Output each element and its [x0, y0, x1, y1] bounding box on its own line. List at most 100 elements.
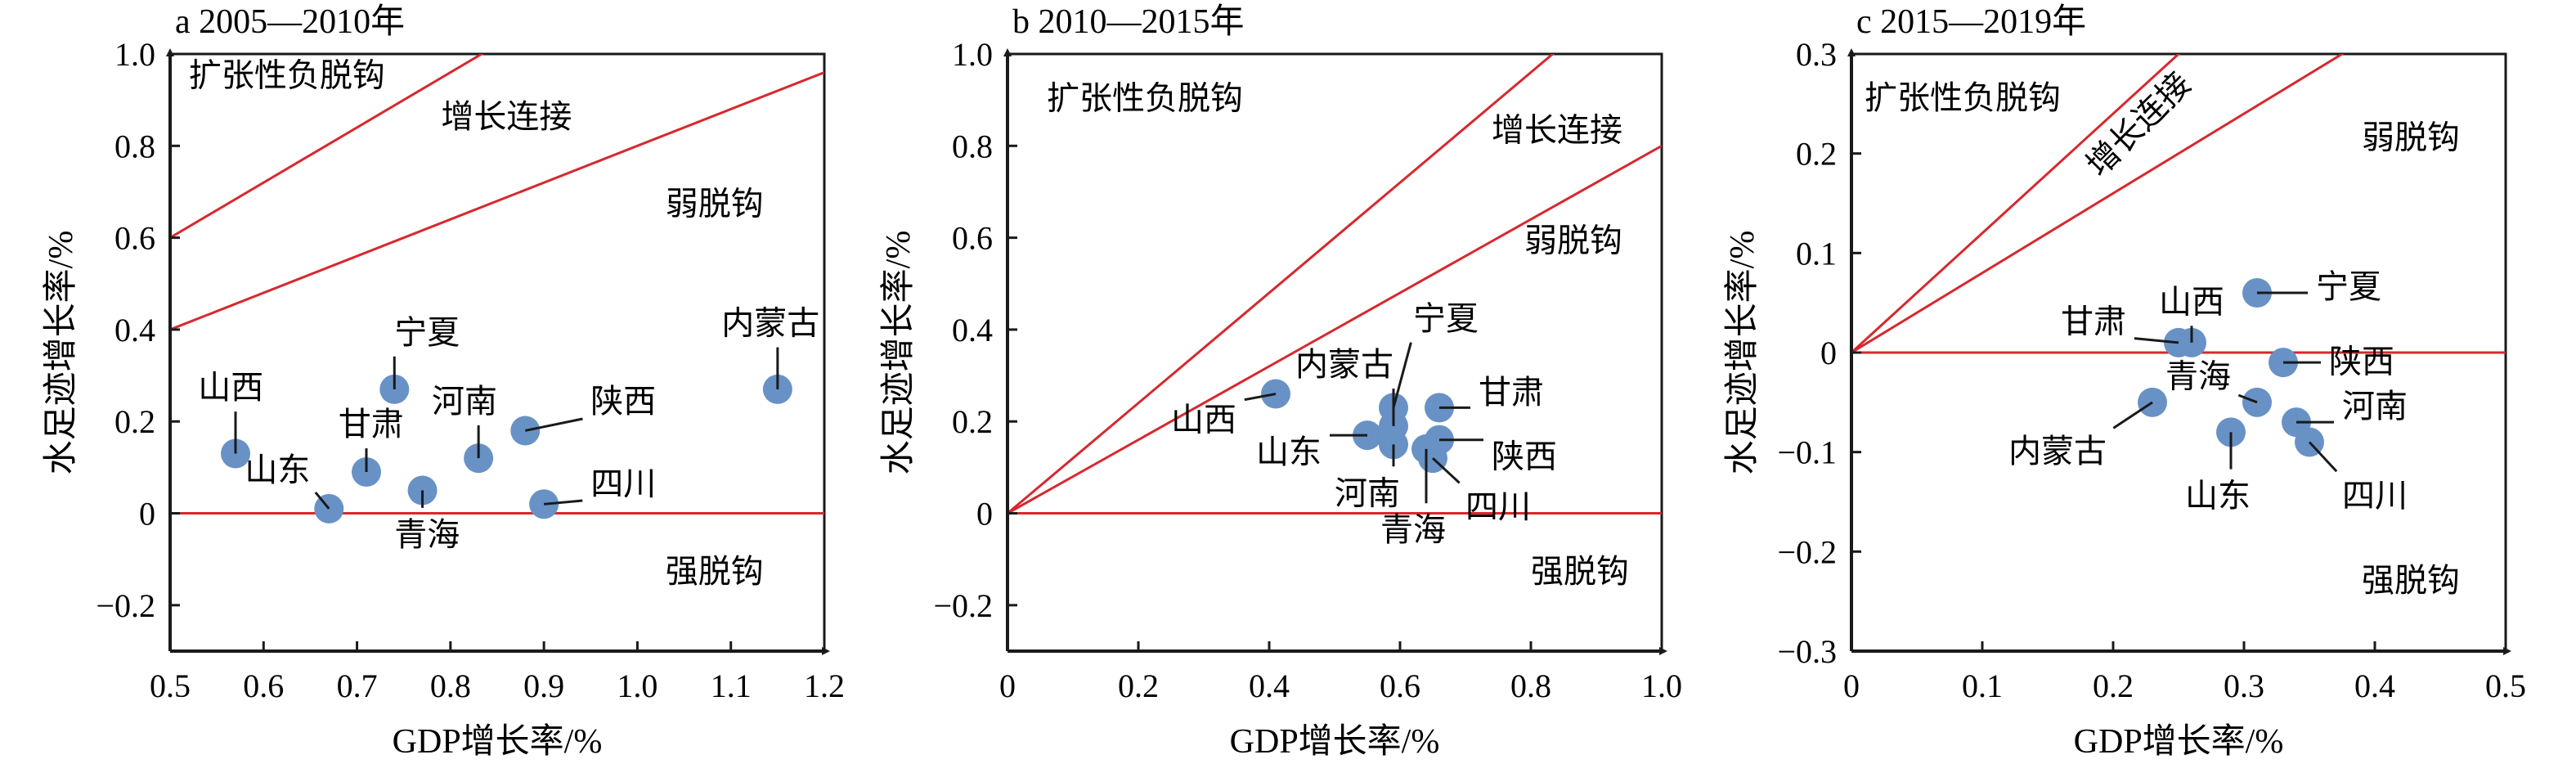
point-label: 四川 [1465, 488, 1531, 526]
point-label: 甘肃 [2061, 303, 2126, 341]
x-tick-label: 0.2 [2093, 667, 2134, 704]
region-label: 强脱钩 [666, 553, 764, 591]
y-tick-label: −0.2 [1777, 533, 1837, 570]
x-axis-title: GDP增长率/% [2074, 722, 2284, 761]
point-label: 山西 [1171, 401, 1236, 438]
reference-line-elasticity-0.8 [1008, 144, 1662, 515]
y-tick-label: 0 [1820, 335, 1837, 371]
y-tick-label: −0.2 [96, 587, 155, 624]
x-tick-label: 0 [999, 667, 1016, 704]
y-tick-label: −0.2 [933, 587, 993, 624]
y-tick-label: 0.6 [952, 220, 993, 257]
y-tick-label: −0.3 [1777, 633, 1837, 670]
leader-line [1392, 342, 1412, 408]
region-label: 扩张性负脱钩 [1865, 79, 2061, 117]
y-tick-label: 0.2 [952, 403, 993, 440]
region-label: 增长连接 [1492, 112, 1622, 150]
panel-a: −0.2 0 0.2 0.4 0.6 0.8 1.0 0.5 0.6 0.7 0.8 0.9 1.0 1.… [42, 2, 845, 761]
x-tick-label: 1.1 [711, 667, 752, 704]
region-label: 弱脱钩 [2362, 119, 2460, 157]
point-label: 陕西 [590, 383, 656, 420]
region-label: 增长连接 [441, 98, 572, 136]
x-tick-label: 1.0 [617, 667, 657, 704]
point-label: 山东 [2185, 478, 2251, 515]
point-label: 内蒙古 [1295, 346, 1393, 384]
panel-c: −0.3 −0.2 −0.1 0 0.1 0.2 0.3 0 0.1 0.2 0.3 0.4 0.5 c … [1723, 2, 2526, 761]
reference-lines [1008, 54, 1662, 515]
y-tick-label: 0.3 [1796, 36, 1837, 73]
x-tick-label: 0.6 [243, 667, 284, 704]
point-label: 宁夏 [394, 314, 460, 352]
y-tick-label: 0.8 [114, 128, 155, 164]
y-tick-label: 0.2 [1796, 136, 1837, 173]
region-label: 强脱钩 [1531, 553, 1629, 591]
leader-line [1244, 393, 1277, 402]
point-label: 甘肃 [339, 406, 404, 443]
point-label: 河南 [1335, 474, 1400, 512]
reference-line-elasticity-1.2 [170, 54, 484, 239]
reference-lines [170, 54, 824, 515]
y-axis-title: 水足迹增长率/% [42, 231, 80, 475]
reference-line-elasticity-0.8 [1851, 54, 2345, 354]
point-label: 陕西 [1492, 438, 1557, 475]
leader-line [2237, 393, 2258, 404]
point-label: 陕西 [2329, 343, 2394, 380]
point-label: 河南 [432, 383, 497, 420]
y-tick-label: 0.4 [114, 312, 155, 348]
x-tick-label: 0.1 [1962, 667, 2003, 704]
region-label: 扩张性负脱钩 [189, 56, 385, 94]
leader-line [544, 499, 583, 506]
x-tick-label: 0.4 [1249, 667, 1290, 704]
point-label: 青海 [2165, 358, 2231, 396]
y-tick-label: 0.4 [952, 312, 993, 348]
x-tick-label: 0.8 [1510, 667, 1551, 704]
point-label: 内蒙古 [2008, 433, 2107, 470]
point-label: 山西 [2159, 283, 2224, 321]
point-label: 四川 [590, 465, 656, 503]
point-label: 青海 [1380, 511, 1446, 549]
x-tick-label: 0.8 [430, 667, 471, 704]
x-tick-label: 0.7 [337, 667, 378, 704]
leader-line [524, 417, 583, 432]
y-tick-label: 0.8 [952, 128, 993, 164]
x-tick-label: 0.4 [2354, 667, 2395, 704]
point-label: 宁夏 [2316, 268, 2381, 306]
leader-line [1431, 457, 1461, 484]
point-label: 青海 [394, 516, 460, 554]
x-tick-label: 1.2 [804, 667, 845, 704]
y-axis-title: 水足迹增长率/% [879, 231, 918, 475]
plot-frame [1008, 52, 1663, 651]
x-axis-title: GDP增长率/% [1230, 722, 1440, 761]
leader-line [2134, 337, 2179, 344]
reference-line-elasticity-0.8 [170, 71, 824, 331]
region-label: 增长连接 [2080, 65, 2199, 184]
point-label: 山西 [198, 369, 263, 407]
leader-line [314, 491, 330, 510]
y-tick-label: 0 [976, 496, 993, 533]
reference-line-elasticity-1.2 [1008, 54, 1555, 515]
y-axis-title: 水足迹增长率/% [1723, 231, 1761, 475]
x-tick-label: 0.5 [2485, 667, 2526, 704]
region-label: 弱脱钩 [666, 186, 764, 223]
panel-title: c 2015—2019年 [1856, 2, 2086, 41]
point-label: 山东 [1256, 434, 1322, 471]
point-label: 河南 [2342, 388, 2408, 425]
x-tick-label: 0.5 [150, 667, 191, 704]
panel-title: b 2010—2015年 [1012, 2, 1245, 41]
leader-line [2308, 441, 2338, 473]
x-tick-label: 0 [1843, 667, 1860, 704]
x-tick-label: 1.0 [1641, 667, 1682, 704]
y-tick-label: −0.1 [1777, 434, 1837, 471]
region-label: 强脱钩 [2362, 562, 2460, 600]
y-tick-label: 1.0 [952, 36, 993, 73]
point-label: 山东 [245, 452, 310, 489]
panel-b: −0.2 0 0.2 0.4 0.6 0.8 1.0 0 0.2 0.4 0.6 0.8 1.0 b 20… [879, 2, 1682, 761]
y-tick-label: 1.0 [114, 36, 155, 73]
y-tick-label: 0.2 [114, 403, 155, 440]
y-tick-label: 0.1 [1796, 235, 1837, 272]
x-tick-label: 0.3 [2224, 667, 2264, 704]
x-tick-label: 0.9 [523, 667, 564, 704]
region-label: 弱脱钩 [1524, 222, 1622, 259]
plot-frame [170, 52, 826, 651]
